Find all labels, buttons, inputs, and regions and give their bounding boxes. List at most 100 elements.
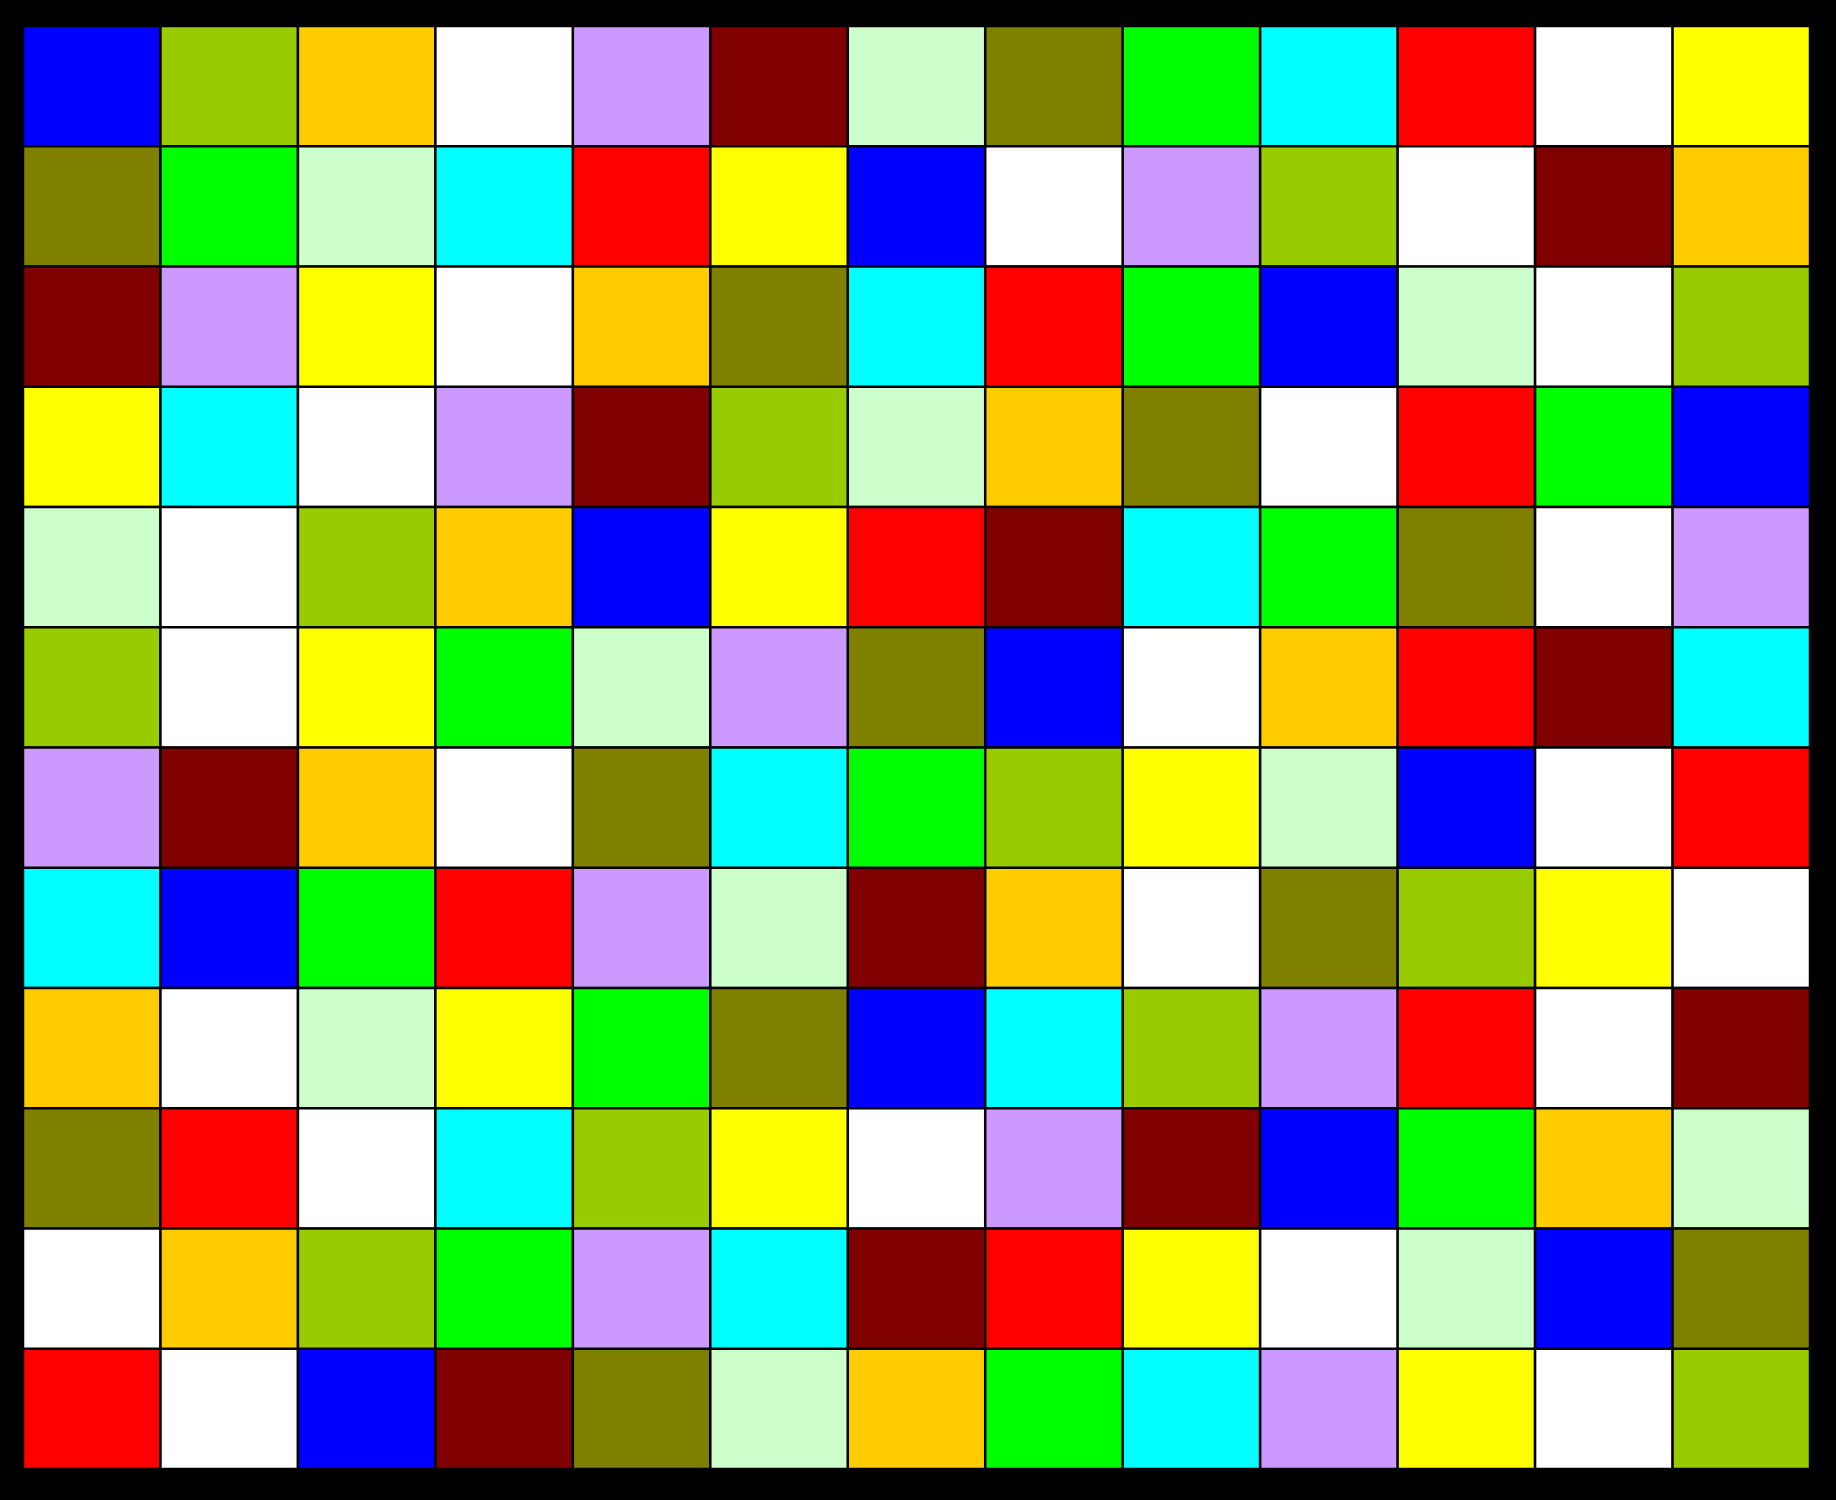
cell: [846, 1347, 987, 1471]
cell: [709, 1227, 850, 1350]
cell: [296, 1227, 437, 1350]
cell: [983, 1227, 1124, 1350]
cell: [1121, 1107, 1262, 1230]
cell: [846, 1227, 987, 1350]
cell: [1121, 626, 1262, 749]
cell: [434, 505, 575, 629]
cell: [709, 986, 850, 1110]
cell: [21, 746, 162, 869]
cell: [1258, 866, 1399, 990]
cell: [1258, 145, 1399, 268]
cell: [1671, 1107, 1812, 1230]
cell: [434, 145, 575, 268]
cell: [571, 24, 712, 148]
cell: [21, 24, 162, 148]
cell: [296, 746, 437, 869]
cell: [159, 866, 300, 990]
cell: [1396, 1347, 1537, 1471]
cell: [709, 145, 850, 268]
cell: [296, 1107, 437, 1230]
cell: [709, 746, 850, 869]
cell: [21, 866, 162, 990]
cell: [1396, 746, 1537, 869]
cell: [1671, 1347, 1812, 1471]
cell: [21, 1107, 162, 1230]
cell: [1671, 265, 1812, 388]
cell: [21, 1347, 162, 1471]
cell: [159, 385, 300, 509]
cell: [296, 986, 437, 1110]
cell: [1258, 1347, 1399, 1471]
cell: [296, 385, 437, 509]
cell: [846, 145, 987, 268]
cell: [571, 866, 712, 990]
cell: [434, 866, 575, 990]
cell: [1396, 986, 1537, 1110]
cell: [1258, 746, 1399, 869]
cell: [846, 1107, 987, 1230]
cell: [1671, 746, 1812, 869]
cell: [21, 145, 162, 268]
cell: [434, 1107, 575, 1230]
cell: [983, 986, 1124, 1110]
cell: [571, 1347, 712, 1471]
cell: [709, 1347, 850, 1471]
cell: [709, 24, 850, 148]
cell: [983, 24, 1124, 148]
cell: [1671, 505, 1812, 629]
cell: [21, 986, 162, 1110]
cell: [983, 145, 1124, 268]
cell: [1671, 626, 1812, 749]
cell: [21, 1227, 162, 1350]
cell: [159, 265, 300, 388]
cell: [1533, 746, 1674, 869]
cell: [434, 1227, 575, 1350]
cell: [1396, 1227, 1537, 1350]
cell: [709, 385, 850, 509]
cell: [1396, 1107, 1537, 1230]
cell: [21, 505, 162, 629]
cell: [434, 626, 575, 749]
cell: [846, 505, 987, 629]
cell: [21, 626, 162, 749]
cell: [709, 265, 850, 388]
cell: [434, 986, 575, 1110]
cell: [1121, 265, 1262, 388]
cell: [1258, 626, 1399, 749]
cell: [983, 626, 1124, 749]
cell: [1671, 385, 1812, 509]
cell: [1258, 24, 1399, 148]
cell: [159, 1347, 300, 1471]
cell: [1121, 505, 1262, 629]
cell: [1533, 1227, 1674, 1350]
cell: [159, 1227, 300, 1350]
cell: [571, 746, 712, 869]
cell: [1533, 1107, 1674, 1230]
cell: [846, 24, 987, 148]
cell: [1533, 866, 1674, 990]
cell: [1671, 1227, 1812, 1350]
cell: [1396, 505, 1537, 629]
cell: [1671, 986, 1812, 1110]
cell: [983, 385, 1124, 509]
cell: [1533, 505, 1674, 629]
cell: [296, 24, 437, 148]
cell: [434, 1347, 575, 1471]
cell: [709, 866, 850, 990]
cell: [1121, 746, 1262, 869]
cell: [846, 986, 987, 1110]
cell: [1258, 1227, 1399, 1350]
cell: [571, 265, 712, 388]
cell: [846, 265, 987, 388]
cell: [709, 626, 850, 749]
cell: [1671, 24, 1812, 148]
cell: [1258, 986, 1399, 1110]
cell: [434, 385, 575, 509]
cell: [571, 145, 712, 268]
cell: [571, 1227, 712, 1350]
cell: [296, 265, 437, 388]
cell: [1396, 385, 1537, 509]
cell: [571, 385, 712, 509]
